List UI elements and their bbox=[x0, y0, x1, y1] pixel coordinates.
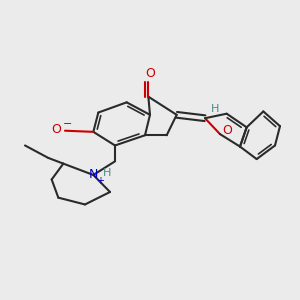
Text: H: H bbox=[210, 104, 219, 114]
Text: O: O bbox=[146, 68, 155, 80]
Text: N: N bbox=[88, 169, 98, 182]
Text: H: H bbox=[103, 168, 111, 178]
Text: O: O bbox=[222, 124, 232, 137]
Text: −: − bbox=[62, 119, 72, 129]
Text: +: + bbox=[96, 176, 104, 186]
Text: O: O bbox=[51, 123, 61, 136]
